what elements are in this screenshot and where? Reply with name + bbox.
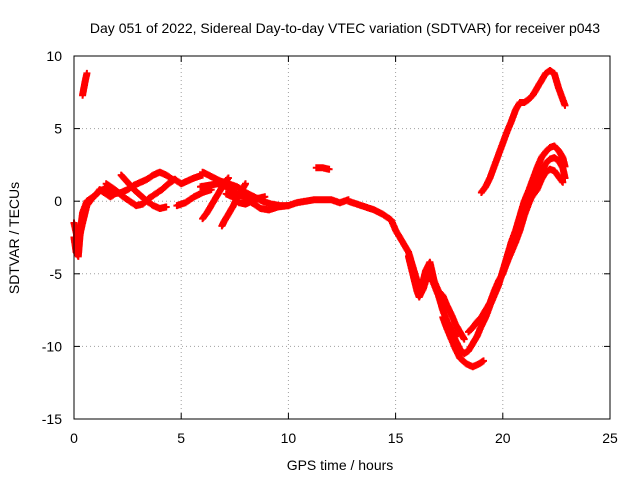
series-track-early-high	[79, 69, 91, 99]
series-track-mid-left	[171, 171, 207, 188]
axis-ticks: 0 5 10 15 20 25 -15 -10 -5 0 5 10	[42, 48, 618, 446]
series-markers	[312, 164, 333, 173]
series-track-evening-low	[503, 165, 567, 266]
x-tick-label: 25	[602, 430, 618, 446]
x-tick-label: 10	[281, 430, 297, 446]
series-markers	[465, 154, 569, 336]
y-tick-label: -10	[42, 338, 62, 354]
series-track-six-descend-a	[199, 174, 232, 223]
series-markers	[477, 67, 569, 196]
y-tick-label: 5	[54, 121, 62, 137]
series-markers	[79, 69, 91, 99]
series-markers	[173, 186, 215, 210]
y-tick-label: 0	[54, 193, 62, 209]
series-track-main-c	[117, 171, 170, 212]
series-markers	[171, 171, 207, 188]
series-track-evening-high	[477, 67, 569, 196]
plot-frame	[73, 55, 611, 420]
grid	[74, 56, 610, 419]
series-markers	[284, 196, 352, 210]
series-track-mid-left-low	[173, 186, 215, 210]
x-tick-label: 20	[495, 430, 511, 446]
y-tick-label: -5	[50, 266, 63, 282]
y-tick-label: -15	[42, 411, 62, 427]
series-markers	[222, 190, 269, 208]
chart-title: Day 051 of 2022, Sidereal Day-to-day VTE…	[90, 20, 600, 36]
series-markers	[117, 171, 170, 212]
x-tick-label: 15	[388, 430, 404, 446]
data-series	[70, 67, 569, 371]
y-axis-label: SDTVAR / TECUs	[6, 182, 22, 294]
x-axis-label: GPS time / hours	[287, 457, 394, 473]
y-tick-label: 10	[46, 48, 62, 64]
x-tick-label: 0	[70, 430, 78, 446]
series-markers	[199, 174, 232, 223]
series-track-recovery	[465, 154, 569, 336]
series-track-six-descend-c	[222, 190, 269, 208]
series-markers	[503, 165, 567, 266]
series-track-noon-high	[312, 164, 333, 173]
series-track-noon	[284, 196, 352, 210]
x-tick-label: 5	[177, 430, 185, 446]
